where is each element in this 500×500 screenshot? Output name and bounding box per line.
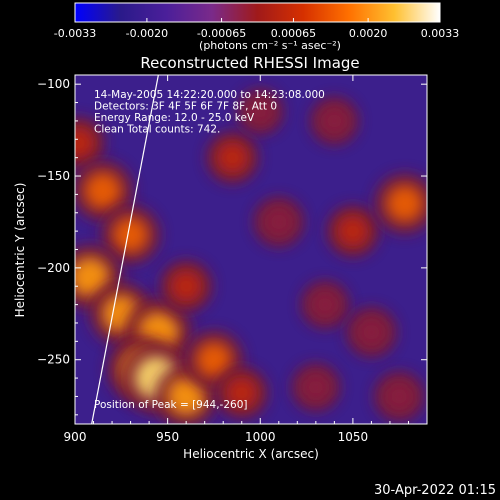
emission-core xyxy=(301,372,331,402)
peak-position-label: Position of Peak = [944,-260] xyxy=(94,399,248,411)
y-axis-label: Heliocentric Y (arcsec) xyxy=(13,183,27,318)
x-axis-label: Heliocentric X (arcsec) xyxy=(183,447,319,461)
emission-core xyxy=(75,127,95,159)
emission-core xyxy=(112,217,149,253)
emission-core xyxy=(337,215,369,247)
colorbar xyxy=(75,3,440,22)
y-tick-label: −250 xyxy=(37,353,70,367)
emission-core xyxy=(384,381,415,412)
annotation-line: 14-May-2005 14:22:20.000 to 14:23:08.000 xyxy=(94,89,325,101)
emission-core xyxy=(310,290,340,319)
emission-core xyxy=(226,377,258,409)
emission-core xyxy=(263,206,294,237)
emission-core xyxy=(167,377,206,416)
x-tick-label: 950 xyxy=(156,430,179,444)
colorbar-tick-label: 0.00065 xyxy=(271,27,317,40)
chart-title: Reconstructed RHESSI Image xyxy=(140,54,359,72)
annotation-line: Energy Range: 12.0 - 25.0 keV xyxy=(94,112,255,124)
render-timestamp: 30-Apr-2022 01:15 xyxy=(374,483,496,498)
x-tick-label: 1050 xyxy=(338,430,369,444)
x-tick-label: 1000 xyxy=(245,430,276,444)
annotation-line: Clean Total counts: 742. xyxy=(94,124,220,136)
limb-line xyxy=(91,75,159,424)
y-tick-label: −150 xyxy=(37,169,70,183)
colorbar-tick-label: -0.0020 xyxy=(126,27,168,40)
y-tick-label: −100 xyxy=(37,77,70,91)
colorbar-tick-label: -0.0033 xyxy=(54,27,96,40)
colorbar-tick-label: -0.00065 xyxy=(197,27,246,40)
emission-core xyxy=(170,270,202,302)
y-tick-label: −200 xyxy=(37,261,70,275)
emission-core xyxy=(246,98,274,126)
emission-core xyxy=(386,185,424,222)
emission-core xyxy=(196,342,232,378)
plot-area xyxy=(75,75,427,424)
emission-core xyxy=(216,141,249,174)
x-tick-label: 900 xyxy=(64,430,87,444)
colorbar-unit-label: (photons cm⁻² s⁻¹ asec⁻²) xyxy=(199,39,341,52)
annotation-line: Detectors: 3F 4F 5F 6F 7F 8F, Att 0 xyxy=(94,101,277,113)
emission-core xyxy=(84,172,122,210)
emission-core xyxy=(320,106,349,136)
emission-core xyxy=(75,257,110,297)
emission-core xyxy=(356,317,387,348)
colorbar-tick-label: 0.0033 xyxy=(421,27,460,40)
colorbar-tick-label: 0.0020 xyxy=(349,27,388,40)
